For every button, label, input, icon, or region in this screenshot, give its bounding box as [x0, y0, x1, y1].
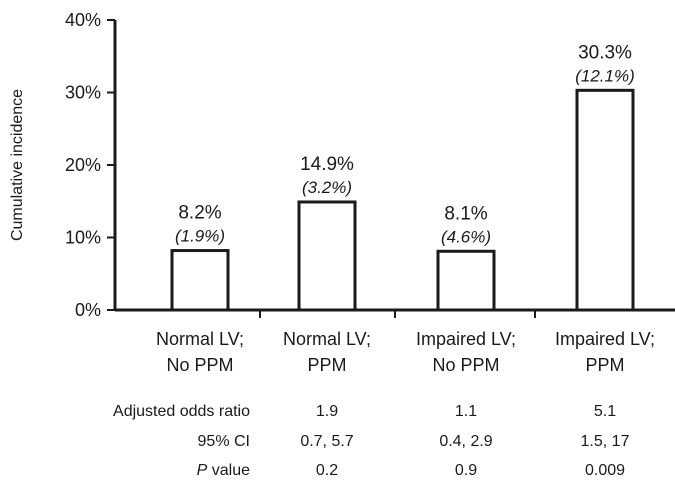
x-tick-label: No PPM	[432, 355, 499, 375]
x-tick-label: PPM	[585, 355, 624, 375]
stats-cell: 0.2	[316, 462, 338, 479]
stats-cell: 0.9	[455, 462, 477, 479]
stats-cell: 0.4, 2.9	[439, 433, 492, 450]
y-axis-label: Cumulative incidence	[9, 89, 26, 241]
y-tick-group: 0% 10% 20% 30% 40%	[65, 10, 115, 320]
value-label-group: 8.2% (1.9%) 14.9% (3.2%) 8.1% (4.6%) 30.3% (12.…	[175, 42, 635, 246]
stats-cell: 1.9	[316, 403, 338, 420]
stats-row-label: P value	[197, 462, 250, 479]
x-tick-label: No PPM	[166, 355, 233, 375]
bar-value-label: 30.3%	[578, 42, 632, 63]
x-tick-label: PPM	[307, 355, 346, 375]
bar-sub-label: (3.2%)	[302, 178, 352, 197]
category-label-group: Normal LV; No PPM Normal LV; PPM Impaired LV…	[156, 329, 655, 375]
bar	[170, 249, 230, 312]
y-tick-label: 30%	[65, 83, 101, 103]
stats-row-label: Adjusted odds ratio	[113, 403, 250, 420]
stats-cell: 1.1	[455, 403, 477, 420]
y-tick-label: 10%	[65, 228, 101, 248]
y-tick-label: 0%	[75, 300, 101, 320]
bar	[436, 249, 496, 312]
y-tick-label: 20%	[65, 155, 101, 175]
stats-cell: 1.5, 17	[581, 433, 630, 450]
stats-cell: 0.009	[585, 462, 625, 479]
stats-cell: 5.1	[594, 403, 616, 420]
stats-table: Adjusted odds ratio 1.9 1.1 5.1 95% CI 0.7, 5…	[113, 403, 630, 479]
bar-value-label: 14.9%	[300, 154, 354, 175]
stats-row-label: 95% CI	[198, 433, 250, 450]
bar-sub-label: (12.1%)	[575, 66, 635, 85]
y-tick-label: 40%	[65, 10, 101, 30]
x-tick-label: Impaired LV;	[555, 329, 655, 349]
x-tick-group	[259, 310, 536, 318]
x-tick-label: Impaired LV;	[416, 329, 516, 349]
stats-cell: 0.7, 5.7	[300, 433, 353, 450]
bar-sub-label: (1.9%)	[175, 227, 225, 246]
x-tick-label: Normal LV;	[156, 329, 244, 349]
bar	[575, 88, 635, 312]
bar-value-label: 8.2%	[178, 203, 221, 224]
bar	[297, 200, 357, 312]
bar-group	[170, 88, 635, 312]
bar-value-label: 8.1%	[444, 203, 487, 224]
bar-sub-label: (4.6%)	[441, 227, 491, 246]
x-tick-label: Normal LV;	[283, 329, 371, 349]
